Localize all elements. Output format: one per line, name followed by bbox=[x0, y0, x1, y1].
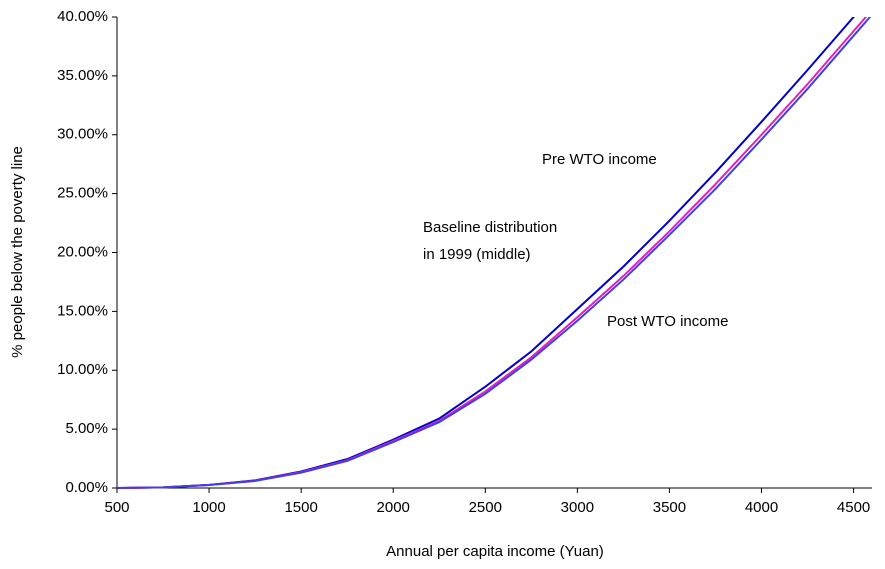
plot-area bbox=[117, 17, 872, 489]
annotation: Pre WTO income bbox=[542, 151, 657, 168]
x-tick-label: 1000 bbox=[192, 499, 225, 516]
x-tick-label: 500 bbox=[104, 499, 129, 516]
annotation: Post WTO income bbox=[607, 313, 728, 330]
x-tick-label: 2500 bbox=[469, 499, 502, 516]
x-tick-label: 4000 bbox=[745, 499, 778, 516]
y-tick-label: 30.00% bbox=[57, 126, 108, 143]
x-tick-label: 4500 bbox=[837, 499, 870, 516]
y-tick-label: 20.00% bbox=[57, 243, 108, 260]
y-tick-label: 25.00% bbox=[57, 185, 108, 202]
y-tick-label: 15.00% bbox=[57, 302, 108, 319]
x-tick-label: 2000 bbox=[377, 499, 410, 516]
x-tick-label: 3000 bbox=[561, 499, 594, 516]
y-tick-label: 40.00% bbox=[57, 8, 108, 25]
x-tick-label: 3500 bbox=[653, 499, 686, 516]
y-tick-label: 10.00% bbox=[57, 361, 108, 378]
annotation: in 1999 (middle) bbox=[423, 246, 531, 263]
y-tick-label: 5.00% bbox=[65, 420, 108, 437]
y-axis-label: % people below the poverty line bbox=[9, 146, 26, 358]
series-line bbox=[117, 17, 872, 489]
y-tick-label: 35.00% bbox=[57, 67, 108, 84]
series-line bbox=[117, 17, 855, 489]
x-tick-label: 1500 bbox=[284, 499, 317, 516]
y-tick-label: 0.00% bbox=[65, 479, 108, 496]
annotation: Baseline distribution bbox=[423, 219, 557, 236]
x-axis-label: Annual per capita income (Yuan) bbox=[386, 543, 604, 560]
